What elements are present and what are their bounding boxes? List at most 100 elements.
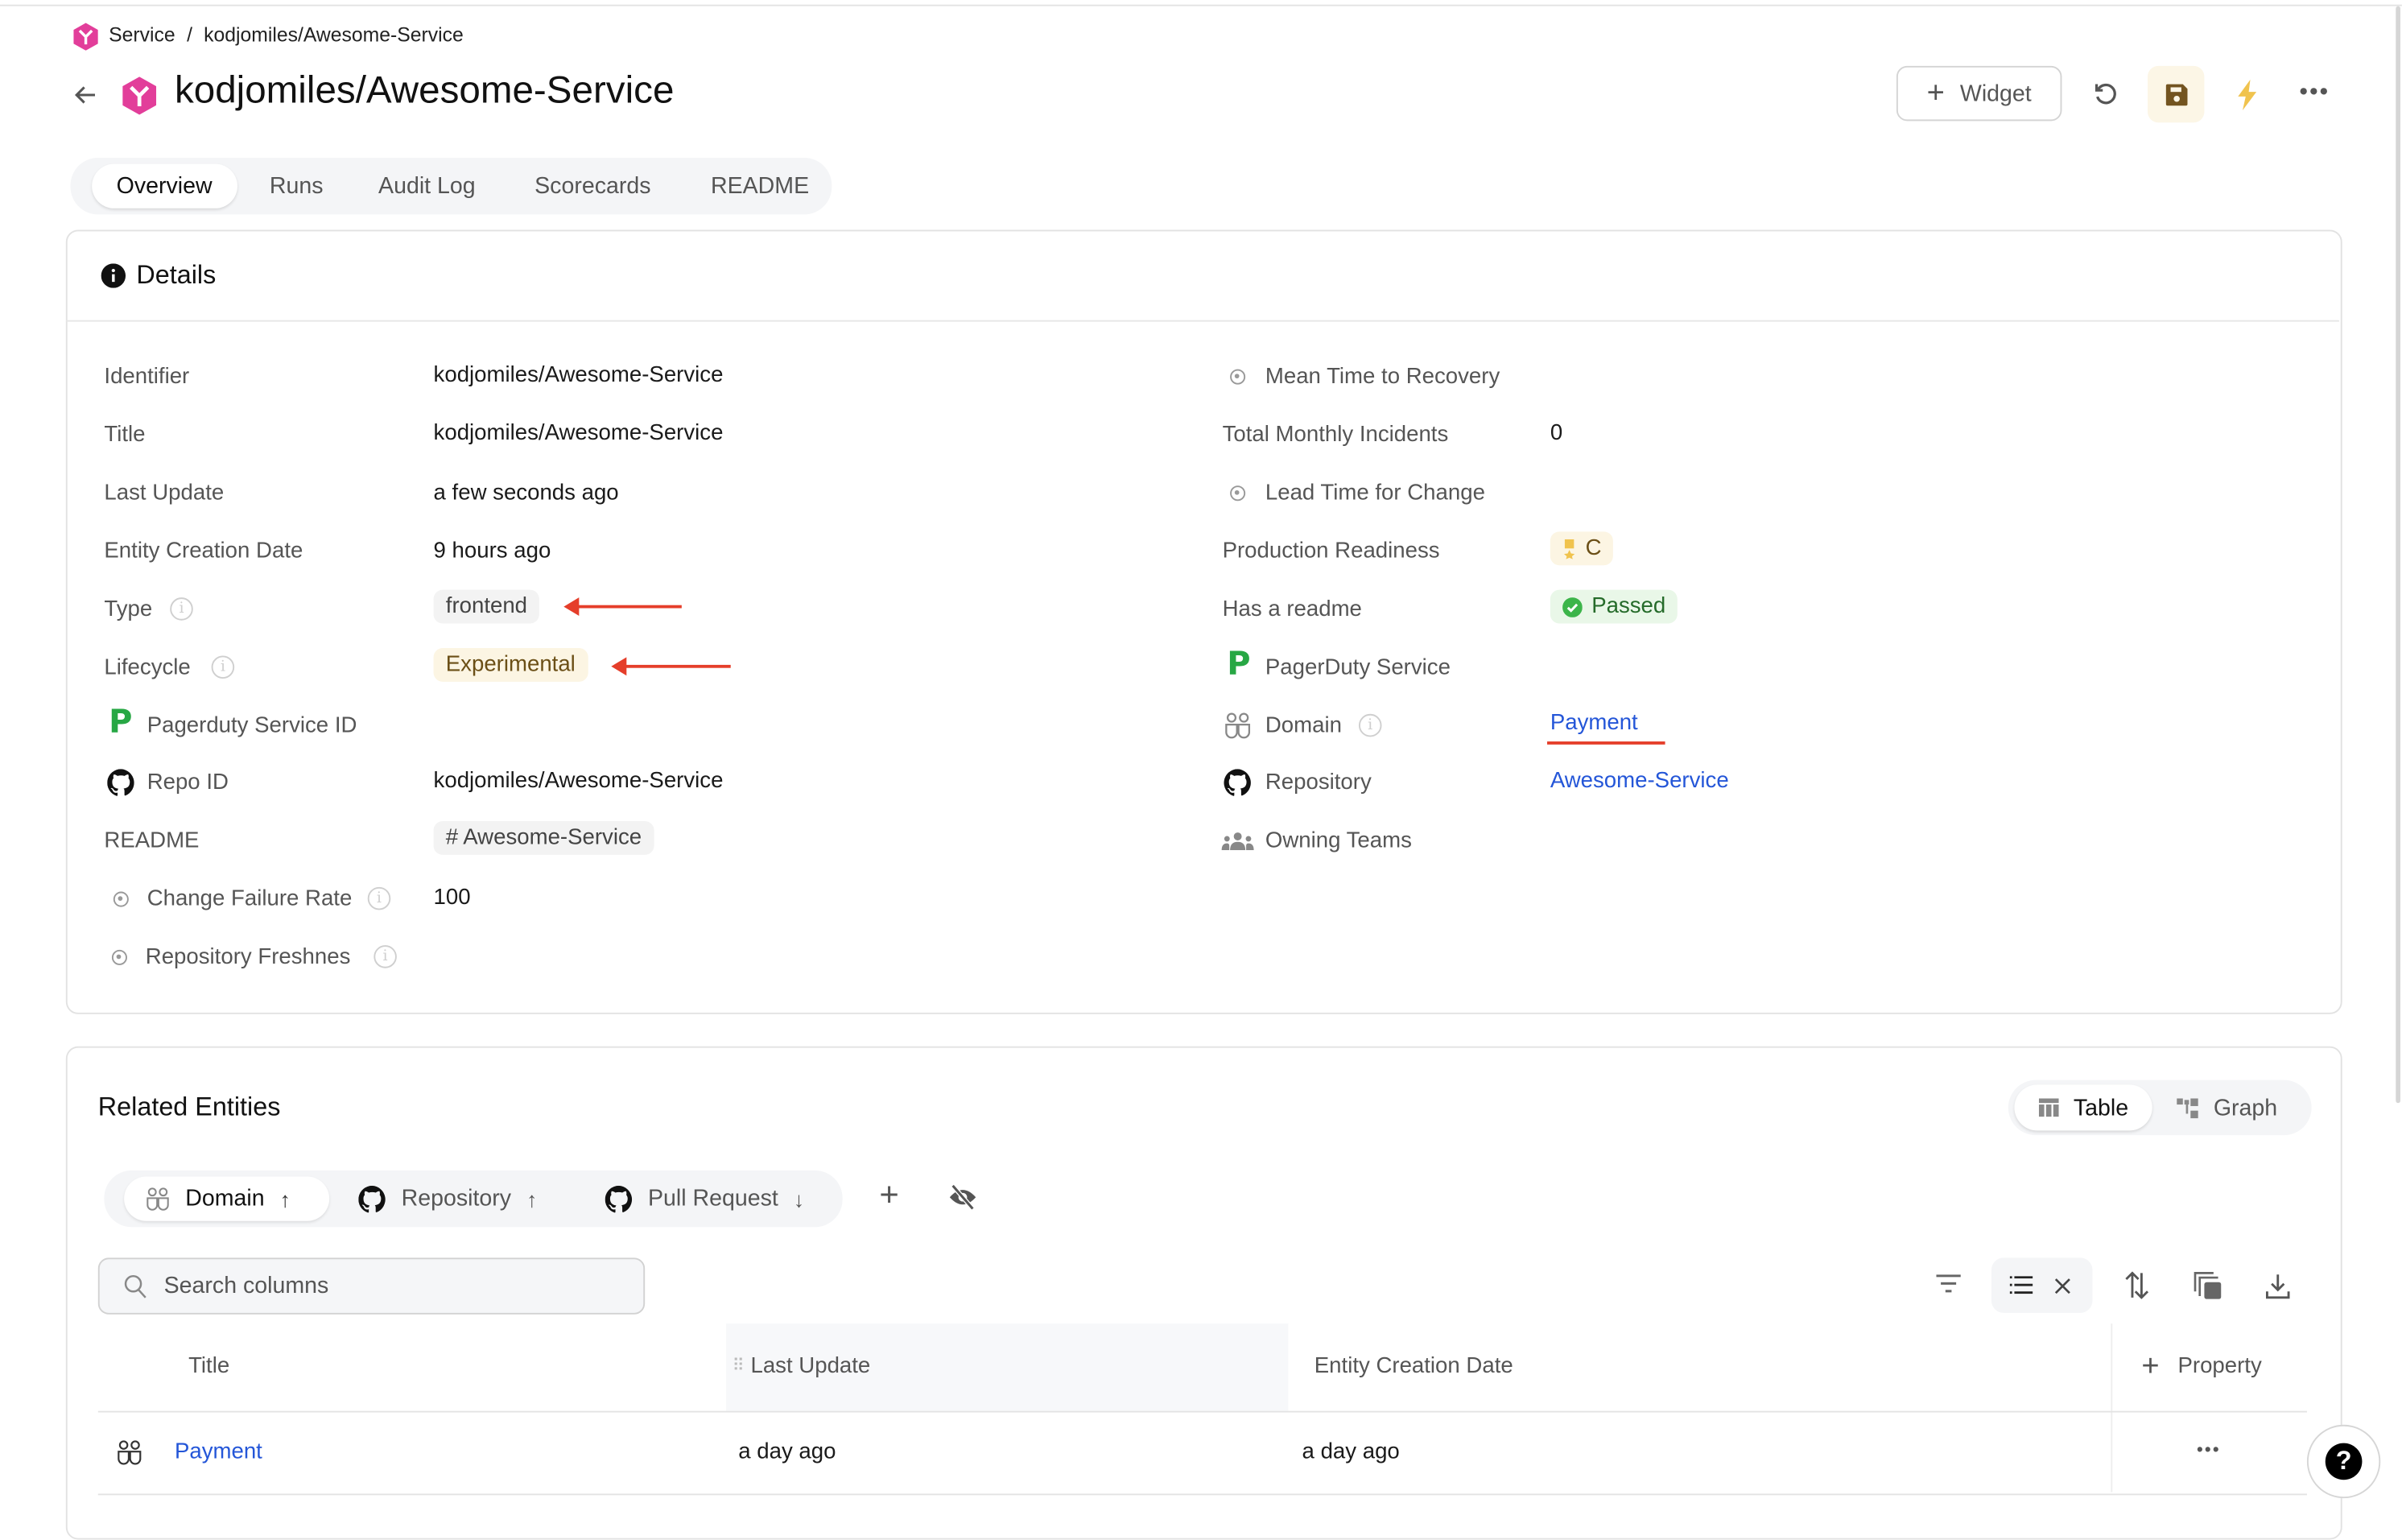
- info-filled-icon: [101, 263, 126, 288]
- details-title: Details: [136, 260, 217, 290]
- sort-icon[interactable]: [2124, 1271, 2149, 1299]
- list-icon: [2009, 1276, 2033, 1294]
- scorecard-level-badge: C: [1550, 531, 1614, 566]
- chip-pull-request[interactable]: Pull Request ↓: [605, 1177, 805, 1221]
- arrow-up-icon: ↑: [526, 1186, 538, 1212]
- label-pagerduty-service: PagerDuty Service: [1265, 655, 1451, 680]
- lifecycle-badge: Experimental: [433, 647, 588, 682]
- add-property-button[interactable]: + Property: [2141, 1349, 2262, 1384]
- service-cube-icon: [122, 76, 157, 115]
- calculation-icon: [1230, 485, 1246, 502]
- view-toggle: Table Graph: [2008, 1080, 2312, 1136]
- add-widget-button[interactable]: + Widget: [1896, 65, 2062, 122]
- tab-readme[interactable]: README: [710, 173, 810, 200]
- graph-icon: [2177, 1097, 2198, 1118]
- label-production-readiness: Production Readiness: [1222, 539, 1440, 564]
- more-options-icon[interactable]: •••: [2299, 79, 2330, 106]
- label-has-a-readme: Has a readme: [1222, 597, 1362, 622]
- label-last-update: Last Update: [104, 481, 225, 506]
- medal-icon: [1563, 538, 1575, 559]
- top-divider: [0, 4, 2402, 6]
- value-change-failure-rate: 100: [433, 885, 471, 910]
- column-header-last-update[interactable]: Last Update: [750, 1354, 871, 1379]
- page-title: kodjomiles/Awesome-Service: [174, 68, 675, 112]
- label-domain: Domain: [1265, 713, 1342, 739]
- refresh-icon[interactable]: [2092, 81, 2118, 107]
- chip-domain[interactable]: Domain ↑: [124, 1176, 330, 1221]
- label-repo-id: Repo ID: [147, 770, 229, 795]
- check-circle-icon: [1562, 597, 1583, 617]
- chip-repository[interactable]: Repository ↑: [358, 1177, 537, 1221]
- label-identifier: Identifier: [104, 364, 190, 390]
- label-repository: Repository: [1265, 770, 1372, 795]
- label-pagerduty-service-id: Pagerduty Service ID: [147, 713, 357, 739]
- github-icon: [107, 769, 134, 796]
- arrow-up-icon: ↑: [279, 1186, 291, 1212]
- filter-icon[interactable]: [1936, 1274, 1961, 1293]
- page-scrollbar[interactable]: [2396, 6, 2401, 1104]
- table-row[interactable]: Payment a day ago a day ago •••: [98, 1413, 2307, 1494]
- tab-overview[interactable]: Overview: [92, 163, 237, 208]
- group-by-button[interactable]: [1991, 1257, 2093, 1313]
- domain-icon: [147, 1187, 169, 1210]
- search-columns-input[interactable]: Search columns: [97, 1257, 646, 1315]
- copy-icon[interactable]: [2194, 1271, 2222, 1299]
- label-lifecycle: Lifecycle: [104, 655, 191, 680]
- question-icon: ?: [2325, 1443, 2363, 1480]
- drag-handle-icon[interactable]: ⠿: [732, 1357, 745, 1376]
- label-repository-freshness: Repository Freshnes: [145, 945, 351, 970]
- header-divider: [97, 1410, 2307, 1413]
- lightning-actions-icon[interactable]: [2235, 79, 2259, 111]
- value-identifier: kodjomiles/Awesome-Service: [433, 363, 724, 388]
- info-icon[interactable]: i: [211, 655, 235, 679]
- domain-icon: [1225, 712, 1251, 739]
- annotation-arrow: [611, 657, 731, 676]
- search-icon: [124, 1274, 147, 1298]
- label-title: Title: [104, 423, 146, 448]
- row-creation-date: a day ago: [1302, 1439, 1400, 1465]
- related-entities-title: Related Entities: [97, 1092, 281, 1121]
- column-divider: [2111, 1323, 2113, 1493]
- tab-bar: Overview Runs Audit Log Scorecards READM…: [70, 158, 832, 215]
- close-icon[interactable]: [2054, 1278, 2071, 1294]
- breadcrumb-parent[interactable]: Service: [109, 23, 175, 47]
- readme-badge: # Awesome-Service: [433, 821, 654, 855]
- download-icon[interactable]: [2266, 1273, 2290, 1299]
- table-view-button[interactable]: Table: [2014, 1084, 2152, 1131]
- tab-audit-log[interactable]: Audit Log: [378, 173, 476, 200]
- breadcrumb-current: kodjomiles/Awesome-Service: [204, 23, 464, 47]
- calculation-icon: [113, 891, 129, 907]
- repository-link[interactable]: Awesome-Service: [1550, 769, 1729, 794]
- rule-passed-badge: Passed: [1550, 589, 1678, 624]
- calculation-icon: [1230, 369, 1246, 385]
- info-icon[interactable]: i: [1358, 713, 1382, 737]
- plus-icon: +: [2141, 1349, 2160, 1384]
- info-icon[interactable]: i: [374, 945, 397, 968]
- column-header-entity-creation-date[interactable]: Entity Creation Date: [1314, 1354, 1513, 1379]
- graph-view-button[interactable]: Graph: [2177, 1084, 2277, 1130]
- arrow-down-icon: ↓: [793, 1186, 805, 1212]
- plus-icon: +: [1926, 76, 1945, 111]
- type-badge: frontend: [433, 589, 540, 624]
- label-mttr: Mean Time to Recovery: [1265, 364, 1500, 390]
- last-update-header-bg: [726, 1323, 1289, 1411]
- label-entity-creation-date: Entity Creation Date: [104, 539, 303, 564]
- tab-runs[interactable]: Runs: [269, 173, 324, 200]
- row-title-link[interactable]: Payment: [174, 1439, 262, 1465]
- row-more-icon[interactable]: •••: [2196, 1438, 2221, 1460]
- eye-off-icon[interactable]: [948, 1184, 977, 1211]
- back-arrow-icon[interactable]: [73, 83, 97, 107]
- relation-chips: Domain ↑ Repository ↑ Pull Request ↓: [104, 1170, 843, 1228]
- info-icon[interactable]: i: [170, 597, 193, 621]
- tab-scorecards[interactable]: Scorecards: [534, 173, 651, 200]
- add-relation-icon[interactable]: +: [879, 1175, 899, 1214]
- info-icon[interactable]: i: [367, 886, 391, 910]
- help-button[interactable]: ?: [2306, 1424, 2381, 1499]
- label-owning-teams: Owning Teams: [1265, 828, 1412, 853]
- label-type: Type: [104, 597, 153, 622]
- save-button[interactable]: [2148, 65, 2205, 123]
- column-header-title[interactable]: Title: [188, 1354, 230, 1379]
- row-divider: [97, 1493, 2307, 1496]
- domain-link[interactable]: Payment: [1550, 710, 1638, 736]
- breadcrumb-separator: /: [187, 23, 193, 47]
